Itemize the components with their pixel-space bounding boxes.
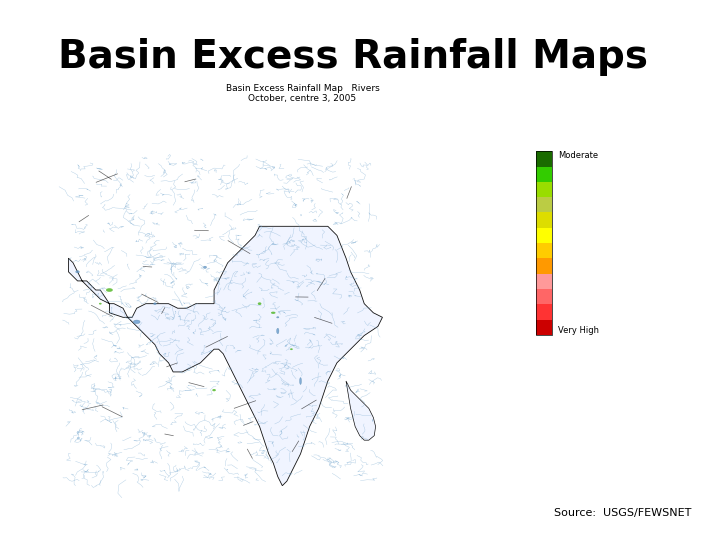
Ellipse shape [276,328,279,334]
Ellipse shape [76,271,79,273]
Ellipse shape [300,377,302,384]
Ellipse shape [276,316,279,318]
Polygon shape [68,226,382,485]
Ellipse shape [258,302,261,305]
Text: Basin Excess Rainfall Maps: Basin Excess Rainfall Maps [58,38,647,76]
Text: Very High: Very High [558,326,599,335]
Text: Basin Excess Rainfall Map   Rivers: Basin Excess Rainfall Map Rivers [225,84,379,93]
Text: Source:  USGS/FEWSNET: Source: USGS/FEWSNET [554,508,691,518]
Ellipse shape [203,266,207,268]
Ellipse shape [99,303,102,305]
Ellipse shape [271,312,276,314]
Text: Moderate: Moderate [558,151,598,160]
Ellipse shape [106,288,113,292]
Polygon shape [346,381,376,440]
Text: October, centre 3, 2005: October, centre 3, 2005 [248,94,356,104]
Ellipse shape [153,303,156,305]
Ellipse shape [212,389,216,392]
Ellipse shape [290,348,293,350]
Ellipse shape [133,320,140,323]
